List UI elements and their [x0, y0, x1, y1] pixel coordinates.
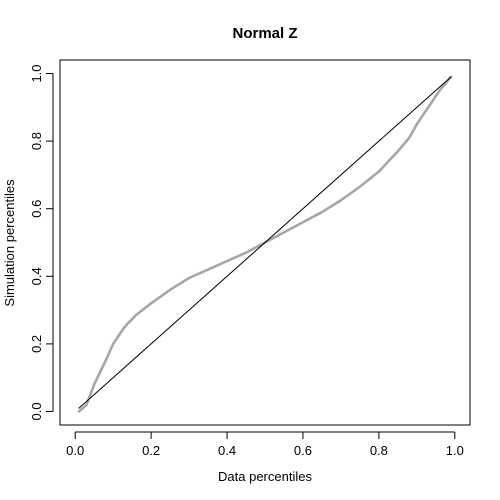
x-axis-label: Data percentiles [218, 469, 312, 484]
y-tick-label: 0.2 [29, 335, 44, 353]
y-tick-label: 0.0 [29, 402, 44, 420]
x-tick-label: 0.0 [66, 443, 84, 458]
y-tick-label: 0.8 [29, 132, 44, 150]
x-tick-label: 0.2 [142, 443, 160, 458]
chart-title: Normal Z [232, 25, 297, 42]
simulation-percentile-curve [77, 75, 453, 413]
plot-area [59, 59, 471, 426]
x-tick-label: 0.6 [294, 443, 312, 458]
identity-line [78, 76, 452, 409]
y-axis-label: Simulation percentiles [2, 179, 17, 307]
x-tick-label: 1.0 [446, 443, 464, 458]
y-tick-label: 1.0 [29, 64, 44, 82]
x-tick-label: 0.8 [370, 443, 388, 458]
x-axis: 0.0 0.2 0.4 0.6 0.8 1.0 [66, 431, 464, 458]
y-tick-label: 0.6 [29, 200, 44, 218]
series-layer [77, 75, 453, 413]
y-tick-label: 0.4 [29, 267, 44, 285]
y-axis: 0.0 0.2 0.4 0.6 0.8 1.0 [29, 64, 54, 421]
x-tick-label: 0.4 [218, 443, 236, 458]
